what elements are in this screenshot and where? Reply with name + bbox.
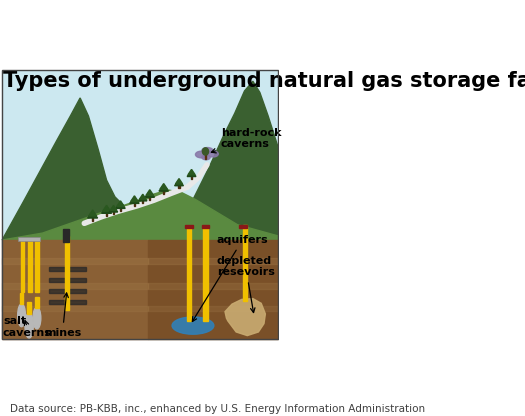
Bar: [18, 237, 40, 241]
Bar: [49, 267, 86, 271]
Polygon shape: [140, 194, 146, 199]
Bar: [65, 236, 69, 310]
Text: aquifers: aquifers: [192, 235, 268, 322]
Polygon shape: [149, 240, 278, 339]
Polygon shape: [102, 205, 111, 211]
Bar: [243, 225, 247, 301]
Text: Types of underground natural gas storage facilities: Types of underground natural gas storage…: [4, 72, 525, 92]
Bar: [28, 240, 32, 292]
Polygon shape: [225, 299, 266, 336]
Text: salt
caverns: salt caverns: [3, 317, 52, 338]
Polygon shape: [130, 198, 139, 203]
Bar: [178, 185, 180, 188]
Polygon shape: [139, 196, 147, 201]
Ellipse shape: [203, 148, 208, 155]
Bar: [2, 72, 278, 247]
Bar: [21, 240, 24, 292]
Bar: [49, 289, 86, 293]
Bar: [120, 208, 121, 211]
Bar: [63, 229, 69, 242]
Bar: [205, 154, 206, 159]
Bar: [191, 176, 192, 179]
Bar: [106, 212, 107, 216]
Ellipse shape: [18, 304, 26, 327]
Bar: [35, 240, 39, 292]
Polygon shape: [2, 190, 278, 240]
Bar: [163, 190, 164, 193]
Bar: [113, 211, 114, 214]
Polygon shape: [188, 169, 195, 175]
Bar: [142, 200, 143, 203]
Bar: [49, 278, 86, 282]
Ellipse shape: [208, 151, 218, 157]
Bar: [92, 217, 93, 220]
Polygon shape: [2, 240, 149, 339]
Bar: [149, 196, 150, 200]
Text: mines: mines: [44, 293, 81, 338]
Text: Data source: PB-KBB, inc., enhanced by U.S. Energy Information Administration: Data source: PB-KBB, inc., enhanced by U…: [10, 404, 426, 414]
Bar: [149, 306, 278, 311]
Bar: [2, 258, 149, 264]
Polygon shape: [146, 190, 153, 196]
Bar: [202, 225, 209, 228]
Polygon shape: [2, 98, 137, 240]
Text: hard-rock
caverns: hard-rock caverns: [212, 128, 281, 153]
Polygon shape: [174, 181, 183, 186]
Polygon shape: [116, 203, 125, 208]
Bar: [27, 302, 31, 314]
Bar: [20, 293, 24, 305]
Bar: [2, 283, 149, 289]
Ellipse shape: [25, 313, 33, 338]
Polygon shape: [187, 171, 196, 176]
Bar: [187, 228, 191, 321]
Bar: [203, 228, 207, 321]
Bar: [49, 300, 86, 304]
Polygon shape: [109, 207, 118, 212]
Bar: [2, 306, 149, 311]
Polygon shape: [101, 207, 112, 213]
Polygon shape: [173, 81, 278, 240]
Ellipse shape: [202, 148, 213, 154]
Polygon shape: [88, 212, 98, 218]
Polygon shape: [117, 201, 124, 206]
Polygon shape: [131, 196, 138, 201]
Bar: [35, 297, 39, 308]
Bar: [185, 225, 193, 228]
Ellipse shape: [172, 317, 214, 334]
Bar: [149, 258, 278, 264]
Polygon shape: [145, 192, 154, 197]
Polygon shape: [175, 178, 183, 184]
Bar: [149, 283, 278, 289]
Bar: [134, 203, 135, 206]
Bar: [239, 225, 247, 228]
Polygon shape: [89, 210, 97, 216]
Ellipse shape: [33, 307, 41, 329]
Polygon shape: [159, 186, 169, 191]
Polygon shape: [160, 183, 167, 189]
Text: depleted
resevoirs: depleted resevoirs: [217, 256, 275, 312]
Ellipse shape: [195, 151, 207, 158]
Ellipse shape: [202, 155, 210, 160]
Polygon shape: [110, 206, 117, 210]
